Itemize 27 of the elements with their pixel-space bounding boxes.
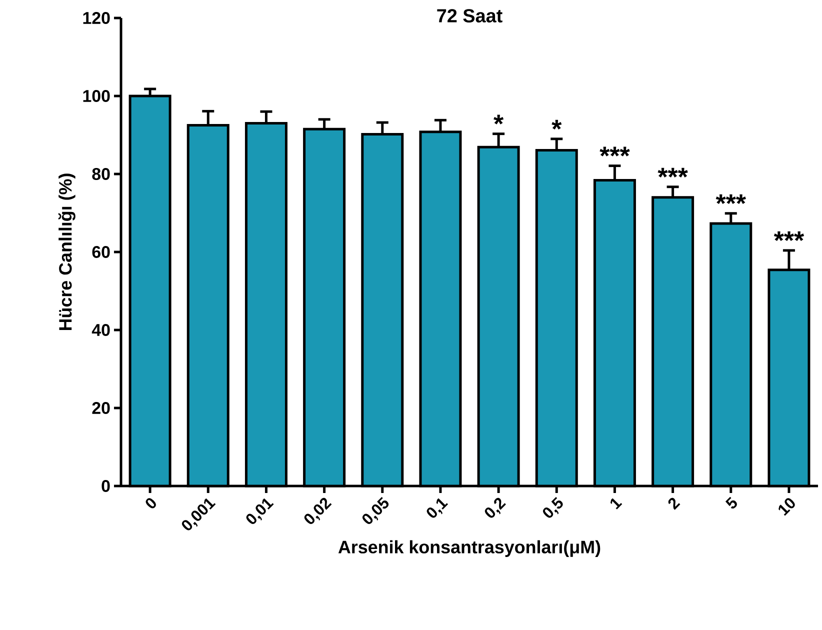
annotation: ***: [600, 146, 630, 156]
y-tick-label: 40: [92, 324, 110, 336]
x-tick-label: 5: [725, 496, 737, 509]
x-tick-label: 0,5: [542, 496, 563, 518]
chart-title: 72 Saat: [437, 9, 502, 22]
x-tick-label: 2: [668, 498, 680, 510]
y-tick-label: 0: [102, 480, 110, 492]
annotation: ***: [716, 194, 746, 204]
annotation: ***: [658, 168, 688, 178]
y-tick-label: 20: [92, 402, 110, 414]
annotation: ***: [774, 231, 804, 242]
y-tick-label: 120: [83, 12, 110, 24]
y-tick-label: 100: [83, 90, 110, 102]
x-tick-label: 0,2: [484, 498, 506, 518]
y-tick-label: 80: [92, 168, 110, 180]
x-axis-title: Arsenik konsantrasyonları(μM): [338, 540, 600, 557]
x-tick-label: 0,05: [362, 496, 389, 524]
x-tick-label: 0,01: [246, 498, 274, 524]
annotation: *: [552, 120, 562, 130]
y-axis-title: Hücre Canlılığı (%): [58, 174, 76, 330]
x-tick-label: 1: [610, 498, 622, 510]
x-tick-label: 0,02: [304, 498, 332, 524]
annotation: *: [494, 114, 504, 124]
x-tick-label: 0: [146, 498, 156, 508]
x-tick-label: 0,1: [426, 498, 448, 518]
x-tick-label: 10: [778, 498, 795, 516]
y-tick-label: 60: [92, 246, 110, 258]
